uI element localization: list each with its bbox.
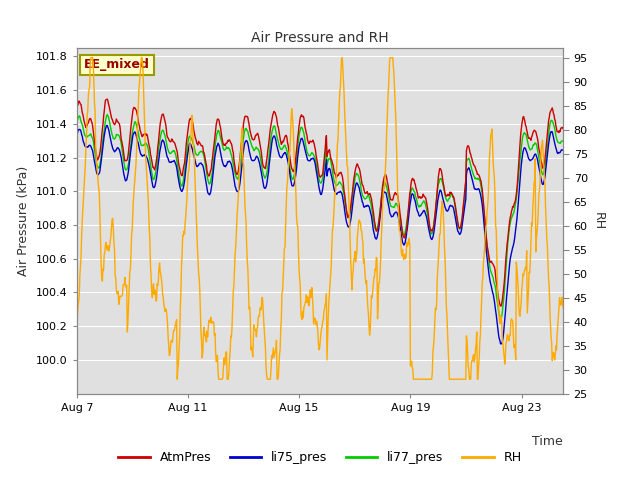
Y-axis label: RH: RH bbox=[591, 212, 604, 230]
Legend: AtmPres, li75_pres, li77_pres, RH: AtmPres, li75_pres, li77_pres, RH bbox=[113, 446, 527, 469]
Y-axis label: Air Pressure (kPa): Air Pressure (kPa) bbox=[17, 166, 31, 276]
Title: Air Pressure and RH: Air Pressure and RH bbox=[251, 32, 389, 46]
Text: Time: Time bbox=[532, 435, 563, 448]
Text: EE_mixed: EE_mixed bbox=[84, 59, 150, 72]
